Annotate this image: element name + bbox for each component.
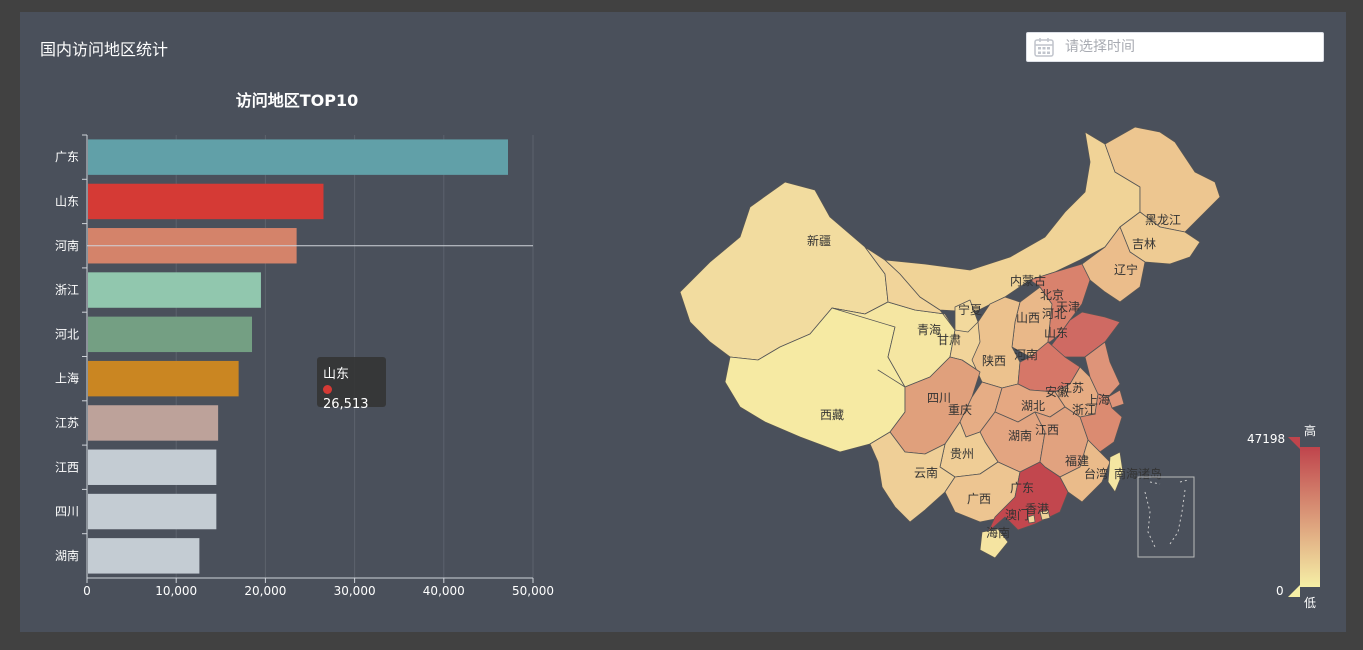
region-label-新疆: 新疆 (807, 233, 831, 248)
region-label-北京: 北京 (1040, 288, 1064, 302)
region-label-河南: 河南 (1014, 347, 1038, 362)
region-label-湖南: 湖南 (1008, 428, 1032, 443)
region-label-澳门: 澳门 (1005, 507, 1029, 522)
region-label-西藏: 西藏 (820, 408, 844, 422)
visual-map-min: 0 (1276, 584, 1284, 598)
y-tick-label: 上海 (55, 371, 79, 386)
tooltip-name: 山东 (323, 367, 350, 382)
x-tick-label: 50,000 (512, 584, 554, 598)
x-tick-label: 10,000 (155, 584, 197, 598)
calendar-icon (1034, 38, 1054, 57)
region-label-上海: 上海 (1086, 392, 1110, 407)
bar-chart-title: 访问地区TOP10 (235, 91, 359, 110)
region-香港 (1039, 509, 1051, 521)
date-input[interactable] (1063, 38, 1307, 56)
visual-map-high-label: 高 (1304, 424, 1317, 438)
region-label-陕西: 陕西 (982, 353, 1006, 368)
region-label-山西: 山西 (1016, 311, 1040, 325)
y-tick-label: 广东 (55, 150, 79, 164)
region-label-重庆: 重庆 (948, 403, 972, 417)
visual-map-max: 47198 (1247, 432, 1286, 446)
region-label-香港: 香港 (1025, 502, 1049, 516)
region-label-浙江: 浙江 (1072, 403, 1096, 417)
region-label-宁夏: 宁夏 (958, 302, 982, 317)
date-picker[interactable] (1026, 32, 1324, 62)
region-label-广西: 广西 (967, 492, 991, 506)
y-tick-label: 江西 (55, 460, 79, 474)
dashboard-panel: 国内访问地区统计 访问地区TOP10 0 10,000 20,000 30,000 40… (20, 12, 1346, 632)
region-江苏 (1084, 341, 1121, 398)
bar-江苏 (88, 405, 219, 441)
y-tick-label: 四川 (55, 505, 79, 519)
x-tick-label: 40,000 (423, 584, 465, 598)
x-tick-label: 30,000 (334, 584, 376, 598)
y-tick-label: 河南 (55, 238, 79, 253)
y-tick-label: 河北 (55, 327, 79, 341)
bar-四川 (88, 493, 217, 530)
region-label-甘肃: 甘肃 (937, 333, 961, 347)
south-china-sea-inset (1137, 476, 1195, 558)
y-tick-label: 江苏 (55, 416, 79, 430)
visual-map-handle-top (1288, 437, 1300, 449)
region-label-辽宁: 辽宁 (1114, 262, 1138, 277)
y-tick-label: 浙江 (55, 283, 79, 297)
region-label-青海: 青海 (917, 322, 941, 337)
region-海南 (979, 528, 1009, 559)
y-tick-label: 湖南 (55, 548, 79, 563)
inset-islands (1144, 479, 1189, 548)
visual-map-bar (1300, 447, 1320, 587)
region-label-广东: 广东 (1010, 481, 1034, 495)
region-label-江西: 江西 (1035, 423, 1059, 437)
region-label-山东: 山东 (1044, 326, 1068, 340)
region-label-福建: 福建 (1065, 453, 1089, 468)
y-tick-label: 山东 (55, 194, 79, 208)
bar-chart: 0 10,000 20,000 30,000 40,000 50,000广东山东河南浙江河… (55, 134, 554, 598)
region-label-四川: 四川 (927, 391, 951, 405)
bar-河北 (88, 316, 253, 353)
tooltip-value: 26,513 (323, 397, 369, 412)
region-label-黑龙江: 黑龙江 (1145, 213, 1181, 227)
region-label-云南: 云南 (914, 465, 938, 480)
x-tick-label: 0 (83, 584, 91, 598)
region-label-安徽: 安徽 (1045, 384, 1069, 399)
region-label-台湾: 台湾 (1084, 466, 1108, 481)
bar-湖南 (88, 538, 200, 574)
region-label-天津: 天津 (1056, 300, 1080, 314)
region-黑龙江 (1104, 126, 1221, 233)
bar-广东 (88, 139, 509, 175)
region-label-海南: 海南 (986, 525, 1010, 540)
region-label-江苏: 江苏 (1060, 381, 1084, 395)
region-label-湖北: 湖北 (1021, 398, 1045, 413)
region-台湾 (1107, 451, 1124, 493)
bar-山东 (88, 183, 324, 220)
page-title: 国内访问地区统计 (40, 40, 169, 59)
bar-上海 (88, 360, 239, 397)
region-宁夏 (954, 299, 979, 333)
region-label-贵州: 贵州 (950, 447, 974, 461)
bar-浙江 (88, 272, 261, 308)
bar-tooltip: 山东 26,513 (317, 357, 386, 412)
tooltip-dot (323, 385, 332, 394)
visual-map-low-label: 低 (1304, 596, 1317, 610)
region-澳门 (1027, 514, 1036, 524)
bar-江西 (88, 449, 217, 485)
region-label-河北: 河北 (1042, 307, 1066, 321)
region-label-吉林: 吉林 (1132, 237, 1156, 251)
region-label-内蒙古: 内蒙古 (1010, 273, 1046, 288)
visual-map-handle-bottom (1288, 585, 1300, 597)
x-tick-label: 20,000 (244, 584, 286, 598)
